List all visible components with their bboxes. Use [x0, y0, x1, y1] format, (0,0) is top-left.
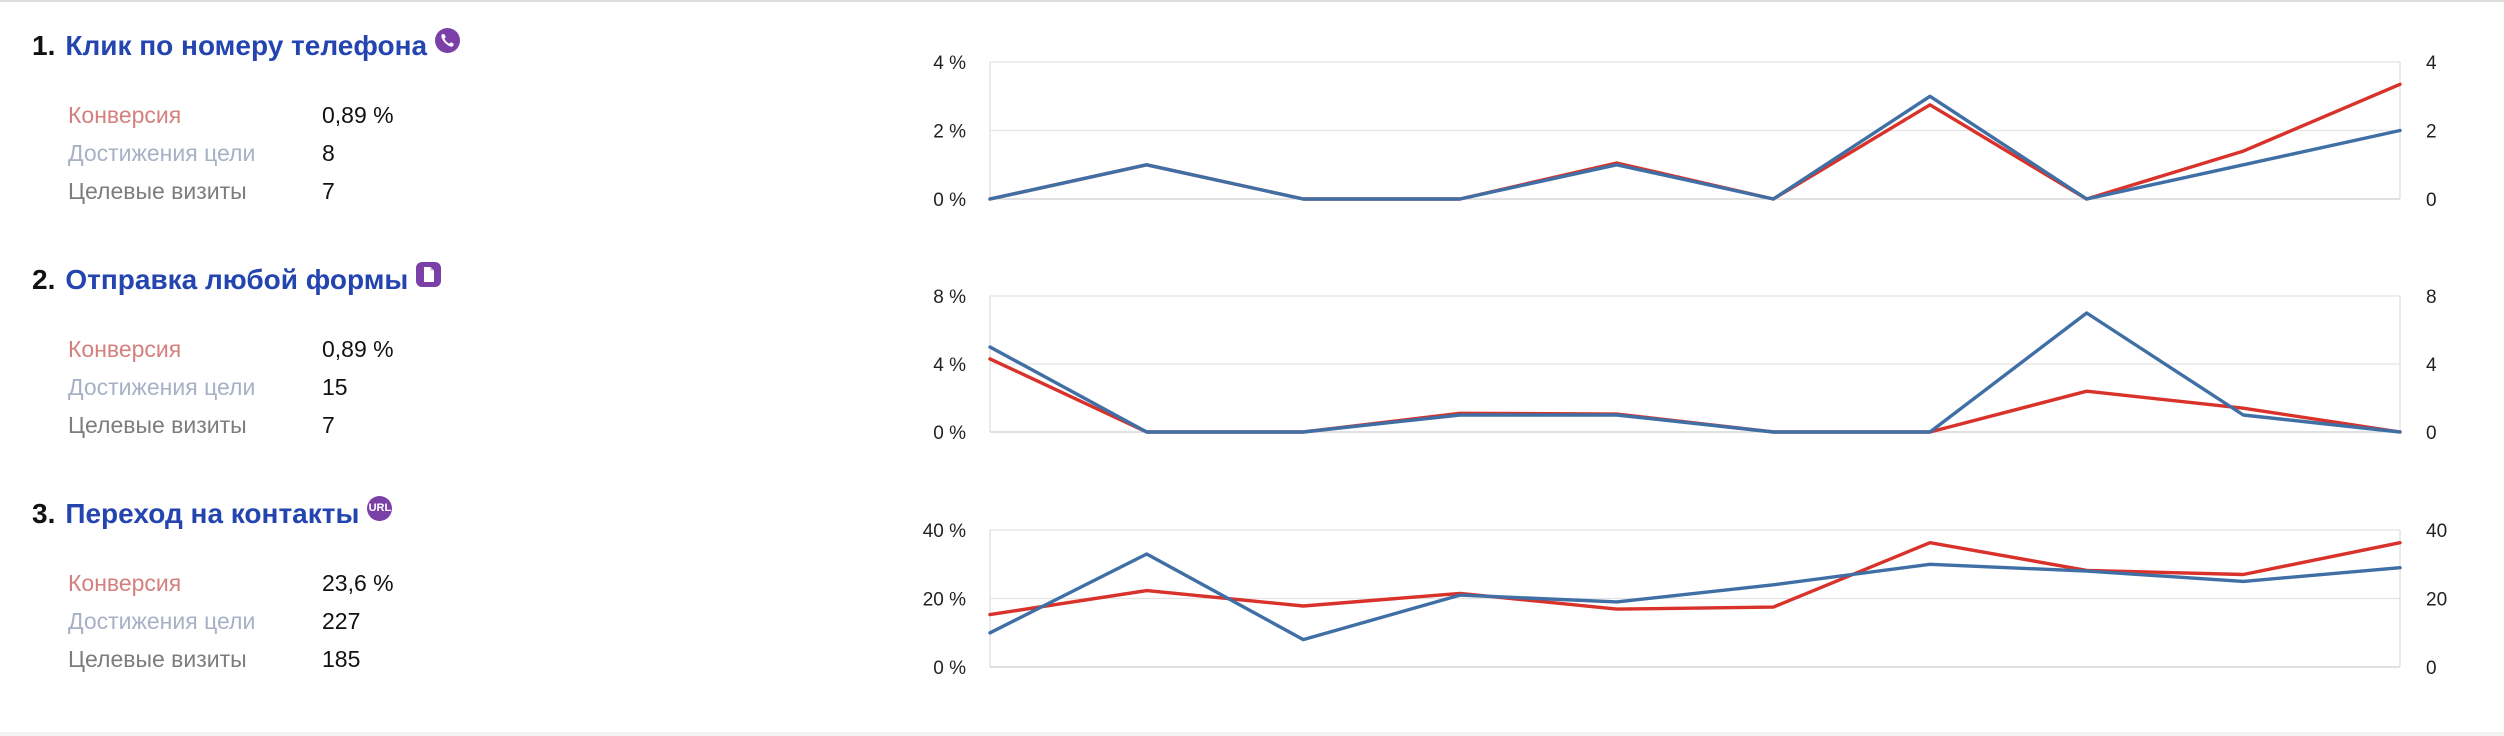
metric-conversion: Конверсия 23,6 % — [68, 566, 394, 600]
conversion-value: 23,6 % — [322, 569, 394, 596]
goal-block-3: 3. Переход на контакты URL Конверсия 23,… — [0, 468, 2504, 702]
document-icon — [416, 261, 442, 287]
visits-value: 7 — [322, 411, 335, 438]
goal-block-1: 1. Клик по номеру телефона Конверсия 0,8… — [0, 0, 2504, 234]
conversion-label: Конверсия — [68, 569, 182, 596]
goal-number: 2. — [32, 264, 56, 295]
goal-title-link[interactable]: Клик по номеру телефона — [65, 30, 428, 61]
y-left-tick-label: 4 % — [933, 53, 966, 74]
goal-title-row: 1. Клик по номеру телефона — [32, 26, 461, 66]
visits-label: Целевые визиты — [68, 411, 247, 438]
series-line-blue — [988, 94, 2402, 201]
metric-visits: Целевые визиты 185 — [68, 642, 360, 676]
reaches-value: 227 — [322, 607, 361, 634]
visits-value: 7 — [322, 177, 335, 204]
metric-visits: Целевые визиты 7 — [68, 408, 335, 442]
y-right-tick-label: 40 — [2426, 521, 2447, 542]
phone-icon — [435, 27, 461, 53]
reaches-value: 15 — [322, 373, 348, 400]
reaches-label: Достижения цели — [68, 139, 256, 166]
url-icon: URL — [367, 495, 393, 521]
goal-number: 3. — [32, 498, 56, 529]
y-right-tick-label: 0 — [2426, 423, 2437, 444]
metric-reaches: Достижения цели 8 — [68, 136, 335, 170]
chart-3: 0 % 0 20 % 20 40 % 40 — [923, 521, 2447, 679]
conversion-label: Конверсия — [68, 101, 182, 128]
series-line-blue — [988, 552, 2402, 642]
y-left-tick-label: 20 % — [923, 590, 966, 611]
y-right-tick-label: 0 — [2426, 190, 2437, 211]
conversion-value: 0,89 % — [322, 101, 394, 128]
series-line-blue — [988, 311, 2402, 434]
y-left-tick-label: 2 % — [933, 122, 966, 143]
metric-reaches: Достижения цели 227 — [68, 604, 360, 638]
reaches-label: Достижения цели — [68, 373, 256, 400]
visits-value: 185 — [322, 645, 361, 672]
goal-number: 1. — [32, 30, 56, 61]
y-left-tick-label: 4 % — [933, 355, 966, 376]
y-left-tick-label: 40 % — [923, 521, 966, 542]
y-left-tick-label: 8 % — [933, 287, 966, 308]
goal-block-2: 2. Отправка любой формы Конверсия 0,89 %… — [0, 234, 2504, 468]
y-left-tick-label: 0 % — [933, 423, 966, 444]
metric-conversion: Конверсия 0,89 % — [68, 98, 394, 132]
bottom-divider — [0, 732, 2504, 736]
goal-title-row: 3. Переход на контакты URL — [32, 494, 393, 534]
conversion-value: 0,89 % — [322, 335, 394, 362]
y-right-tick-label: 4 — [2426, 53, 2437, 74]
conversion-label: Конверсия — [68, 335, 182, 362]
goal-title-link[interactable]: Отправка любой формы — [65, 264, 409, 295]
series-line-red — [988, 357, 2402, 434]
y-right-tick-label: 2 — [2426, 122, 2437, 143]
y-right-tick-label: 8 — [2426, 287, 2437, 308]
metric-visits: Целевые визиты 7 — [68, 174, 335, 208]
y-left-tick-label: 0 % — [933, 658, 966, 679]
chart-1: 0 % 0 2 % 2 4 % 4 — [933, 53, 2437, 211]
reaches-label: Достижения цели — [68, 607, 256, 634]
chart-2: 0 % 0 4 % 4 8 % 8 — [933, 287, 2437, 444]
metric-reaches: Достижения цели 15 — [68, 370, 348, 404]
top-divider — [0, 0, 2504, 2]
y-right-tick-label: 0 — [2426, 658, 2437, 679]
reaches-value: 8 — [322, 139, 335, 166]
visits-label: Целевые визиты — [68, 645, 247, 672]
y-right-tick-label: 20 — [2426, 590, 2447, 611]
visits-label: Целевые визиты — [68, 177, 247, 204]
metric-conversion: Конверсия 0,89 % — [68, 332, 394, 366]
goal-title-row: 2. Отправка любой формы — [32, 260, 442, 300]
y-right-tick-label: 4 — [2426, 355, 2437, 376]
y-left-tick-label: 0 % — [933, 190, 966, 211]
goal-title-link[interactable]: Переход на контакты — [65, 498, 360, 529]
